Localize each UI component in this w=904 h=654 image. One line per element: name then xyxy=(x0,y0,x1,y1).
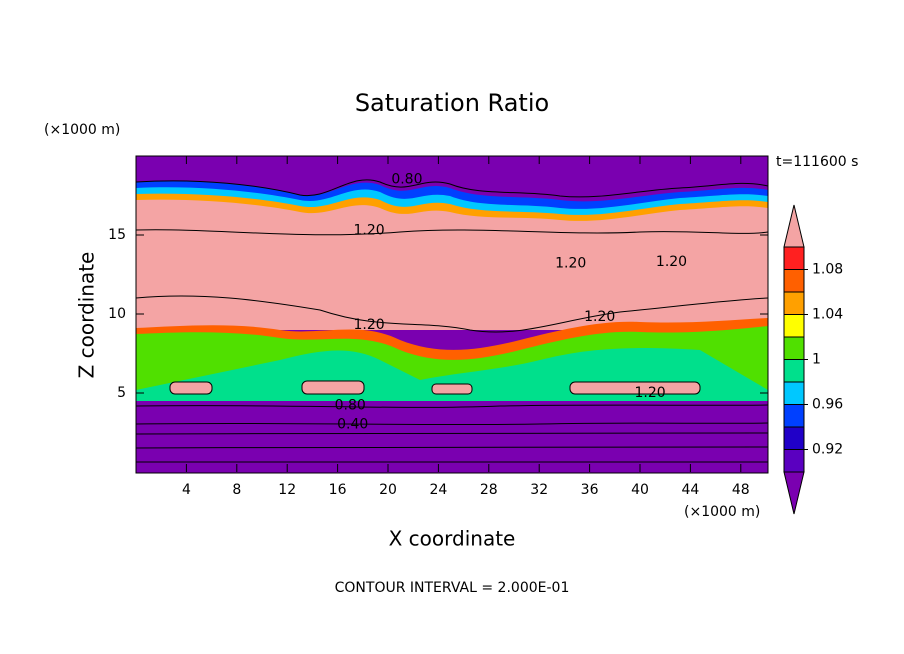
contour-label: 0.80 xyxy=(391,172,422,188)
x-tick-label: 48 xyxy=(732,482,750,498)
x-tick-label: 40 xyxy=(631,482,649,498)
colorbar-box xyxy=(783,336,805,360)
contour-label: 1.20 xyxy=(584,309,615,325)
colorbar-tick-label: 1.04 xyxy=(812,307,843,323)
colorbar-box xyxy=(783,291,805,315)
colorbar-extend-low xyxy=(783,471,805,515)
field-band xyxy=(136,199,768,330)
field-patch xyxy=(301,380,365,395)
y-tick-label: 15 xyxy=(108,227,126,243)
y-tick-label: 10 xyxy=(108,306,126,322)
x-axis-label: X coordinate xyxy=(389,527,516,551)
contour-label: 1.20 xyxy=(354,222,385,238)
contour-line xyxy=(135,422,769,426)
colorbar-box xyxy=(783,314,805,338)
x-tick-label: 32 xyxy=(530,482,548,498)
y-unit: (×1000 m) xyxy=(44,122,120,138)
x-tick-label: 4 xyxy=(182,482,191,498)
contour-line xyxy=(135,229,769,236)
field-patch xyxy=(569,381,701,395)
y-axis-label: Z coordinate xyxy=(75,252,99,379)
colorbar-tick-label: 0.92 xyxy=(812,442,843,458)
contour-label: 1.20 xyxy=(555,255,586,271)
contour-line xyxy=(135,446,769,449)
x-tick-label: 44 xyxy=(681,482,699,498)
x-tick-label: 12 xyxy=(278,482,296,498)
x-tick-label: 28 xyxy=(480,482,498,498)
time-label: t=111600 s xyxy=(776,154,858,170)
colorbar-box xyxy=(783,269,805,293)
contour-label: 1.20 xyxy=(656,254,687,270)
x-tick-label: 8 xyxy=(232,482,241,498)
contour-label: 0.80 xyxy=(335,398,366,414)
colorbar-box xyxy=(783,404,805,428)
colorbar-box xyxy=(783,246,805,270)
field-patch xyxy=(169,381,213,395)
contour-label: 1.20 xyxy=(354,317,385,333)
colorbar-tick-label: 0.96 xyxy=(812,397,843,413)
x-tick-label: 16 xyxy=(329,482,347,498)
colorbar-tick-label: 1.08 xyxy=(812,262,843,278)
field-band xyxy=(136,401,768,473)
colorbar-box xyxy=(783,359,805,383)
colorbar-tick-label: 1 xyxy=(812,352,821,368)
field-patch xyxy=(431,383,473,395)
colorbar-box xyxy=(783,449,805,473)
colorbar-box xyxy=(783,381,805,405)
contour-line xyxy=(135,295,769,333)
contour-line xyxy=(135,404,769,408)
x-tick-label: 36 xyxy=(581,482,599,498)
x-tick-label: 20 xyxy=(379,482,397,498)
y-tick-label: 5 xyxy=(117,385,126,401)
colorbar-box xyxy=(783,426,805,450)
x-unit: (×1000 m) xyxy=(684,504,760,520)
chart-title: Saturation Ratio xyxy=(355,89,549,117)
footer-note: CONTOUR INTERVAL = 2.000E-01 xyxy=(335,580,570,596)
x-tick-label: 24 xyxy=(429,482,447,498)
colorbar-extend-high xyxy=(783,204,805,248)
contour-line xyxy=(135,179,769,198)
contour-line xyxy=(135,432,769,435)
contour-field xyxy=(135,156,769,473)
contour-label: 0.40 xyxy=(337,417,368,433)
contour-label: 1.20 xyxy=(634,385,665,401)
